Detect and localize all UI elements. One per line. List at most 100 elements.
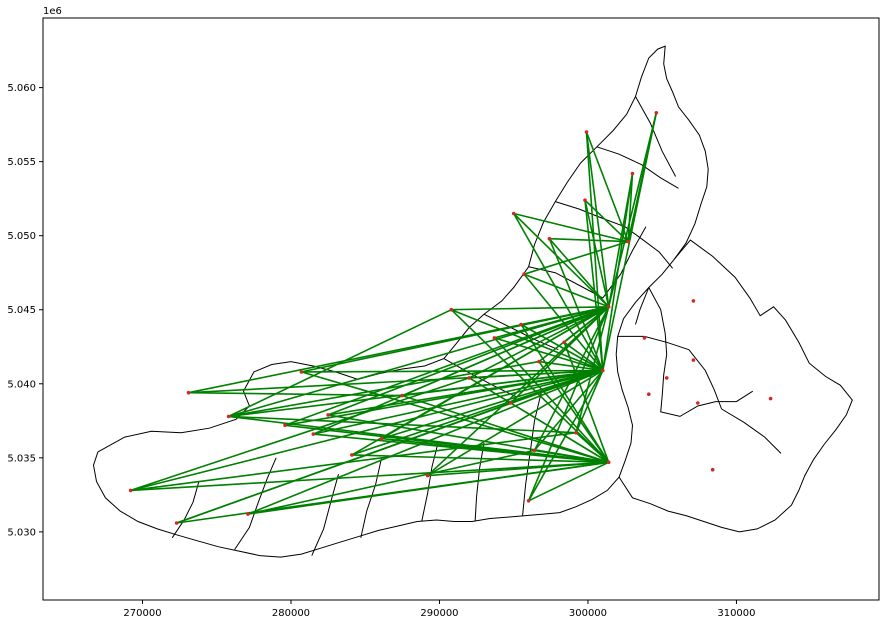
location-point-39 (606, 305, 611, 309)
location-point-14 (467, 376, 472, 380)
route-line-82 (584, 200, 604, 371)
route-line-86 (585, 131, 610, 307)
location-point-26 (583, 198, 587, 202)
boundary-line-9 (483, 313, 559, 351)
route-line-45 (450, 309, 610, 463)
boundary-line-18 (618, 239, 853, 533)
y-tick-label-3: 5.045 (7, 305, 36, 316)
route-line-69 (523, 240, 629, 275)
location-point-37 (768, 396, 773, 401)
boundary-line-20 (635, 287, 650, 325)
x-tick-label-0: 270000 (123, 608, 161, 619)
route-line-53 (510, 306, 610, 404)
route-line-34 (381, 369, 604, 440)
route-line-16 (247, 369, 604, 515)
boundary-line-16 (617, 335, 690, 351)
route-line-55 (520, 323, 604, 372)
location-point-17 (519, 322, 523, 327)
route-line-28 (327, 369, 603, 416)
location-point-27 (584, 130, 589, 134)
route-line-58 (527, 370, 604, 502)
location-point-0 (128, 488, 133, 493)
location-point-1 (174, 521, 179, 525)
route-line-32 (351, 454, 609, 464)
route-line-70 (513, 213, 604, 371)
x-tick-label-1: 280000 (272, 608, 310, 619)
route-line-54 (510, 402, 610, 463)
route-line-90 (627, 173, 634, 242)
route-line-68 (523, 273, 609, 308)
location-point-7 (311, 432, 316, 436)
route-line-42 (427, 306, 610, 477)
route-line-18 (247, 449, 535, 515)
route-line-43 (451, 308, 604, 372)
location-point-6 (299, 370, 304, 374)
location-point-10 (379, 436, 384, 441)
route-line-56 (520, 306, 609, 326)
y-axis: 5.030 5.035 5.040 5.045 5.050 5.055 5.060 (7, 83, 43, 538)
boundary-line-0 (92, 45, 709, 558)
route-line-24 (301, 371, 609, 464)
route-line-20 (284, 306, 609, 427)
y-tick-label-1: 5.035 (7, 453, 36, 464)
route-line-51 (493, 337, 610, 463)
boundary-line-19 (648, 287, 754, 417)
route-line-4 (130, 461, 609, 492)
route-line-11 (228, 306, 609, 418)
route-line-93 (627, 112, 658, 242)
location-point-13 (449, 307, 454, 312)
route-line-35 (381, 437, 609, 464)
y-tick-label-4: 5.050 (7, 231, 36, 242)
route-line-29 (327, 306, 609, 416)
route-lines (130, 112, 658, 524)
location-point-36 (710, 467, 715, 472)
route-line-41 (427, 461, 609, 477)
y-tick-label-2: 5.040 (7, 379, 36, 390)
boundary-line-6 (474, 442, 485, 522)
location-point-31 (647, 392, 651, 397)
location-point-4 (246, 512, 250, 516)
location-point-33 (691, 299, 696, 303)
route-line-77 (563, 306, 610, 343)
location-point-32 (664, 376, 669, 380)
location-point-38 (601, 368, 605, 373)
location-points (128, 111, 773, 525)
route-line-63 (533, 306, 610, 451)
location-point-19 (532, 448, 537, 453)
boundary-line-10 (528, 266, 604, 299)
district-boundaries (92, 45, 853, 558)
route-line-46 (469, 369, 603, 379)
route-line-25 (313, 369, 603, 435)
location-point-9 (350, 453, 354, 457)
y-tick-label-0: 5.030 (7, 527, 36, 538)
boundary-line-5 (421, 442, 439, 522)
plot-frame (42, 17, 880, 601)
location-point-11 (400, 393, 405, 398)
boundary-line-21 (721, 408, 782, 454)
route-line-87 (585, 131, 629, 242)
location-point-18 (526, 499, 531, 503)
location-point-16 (508, 401, 513, 405)
route-line-15 (228, 415, 577, 434)
location-point-20 (537, 359, 541, 364)
route-line-40 (427, 369, 604, 477)
y-tick-label-6: 5.060 (7, 83, 36, 94)
route-line-71 (513, 212, 610, 308)
route-line-80 (575, 306, 610, 433)
x-tick-label-4: 310000 (717, 608, 755, 619)
route-line-85 (585, 131, 604, 371)
x-tick-label-2: 290000 (420, 608, 458, 619)
route-line-57 (520, 324, 610, 463)
route-line-62 (534, 449, 609, 464)
route-line-6 (130, 431, 577, 492)
route-line-92 (607, 112, 658, 307)
location-point-35 (696, 401, 700, 405)
route-line-83 (584, 200, 610, 307)
route-line-79 (575, 370, 604, 434)
boundary-line-15 (641, 238, 673, 269)
location-point-3 (226, 414, 231, 419)
boundary-line-12 (596, 146, 679, 189)
location-point-29 (654, 111, 659, 115)
route-line-66 (538, 361, 610, 463)
location-point-8 (326, 413, 330, 417)
